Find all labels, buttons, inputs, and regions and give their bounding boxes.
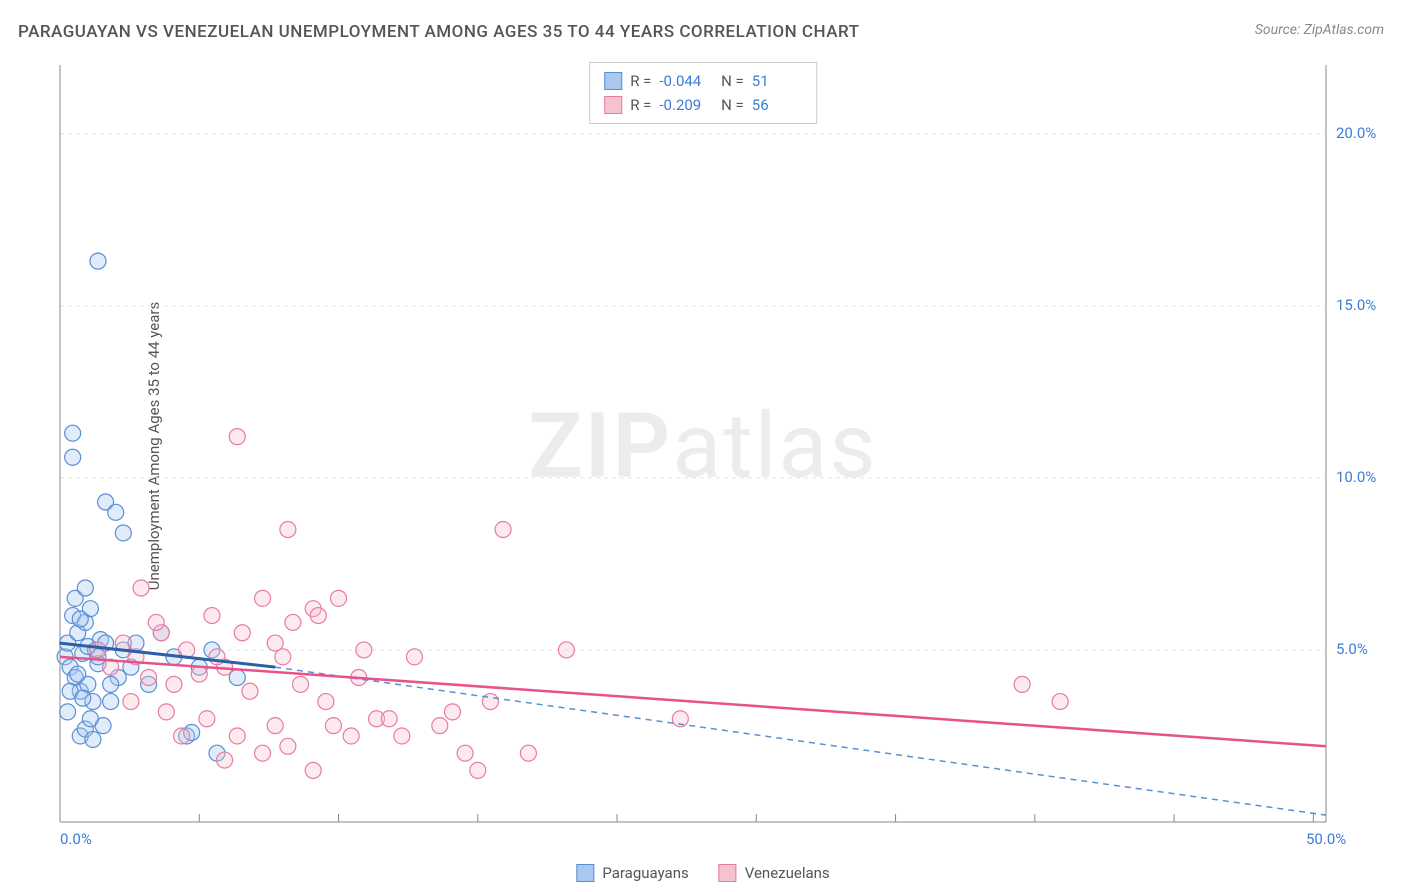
r-label: R = [630,69,651,93]
chart-title: PARAGUAYAN VS VENEZUELAN UNEMPLOYMENT AM… [18,22,859,42]
source-attribution: Source: ZipAtlas.com [1255,22,1384,38]
x-tick-label: 0.0% [60,830,92,848]
legend-swatch-venezuelans [719,864,737,882]
y-tick-label: 5.0% [1336,640,1368,658]
y-tick-label: 10.0% [1336,468,1376,486]
correlation-stats-box: R = -0.044 N = 51 R = -0.209 N = 56 [589,62,817,124]
r-value-venezuelans: -0.209 [659,93,709,117]
r-label: R = [630,93,651,117]
swatch-paraguayans [604,72,622,90]
legend-item-venezuelans: Venezuelans [719,864,830,882]
legend-label-venezuelans: Venezuelans [745,864,830,882]
x-tick-label: 50.0% [1306,830,1346,848]
y-tick-label: 15.0% [1336,296,1376,314]
r-value-paraguayans: -0.044 [659,69,709,93]
series-legend: Paraguayans Venezuelans [576,864,829,882]
stats-row-paraguayans: R = -0.044 N = 51 [604,69,802,93]
swatch-venezuelans [604,96,622,114]
n-value-paraguayans: 51 [752,69,802,93]
legend-swatch-paraguayans [576,864,594,882]
chart-container: PARAGUAYAN VS VENEZUELAN UNEMPLOYMENT AM… [0,0,1406,892]
n-value-venezuelans: 56 [752,93,802,117]
scatter-plot [50,60,1386,852]
n-label: N = [717,69,743,93]
legend-label-paraguayans: Paraguayans [602,864,688,882]
y-tick-label: 20.0% [1336,124,1376,142]
n-label: N = [717,93,743,117]
stats-row-venezuelans: R = -0.209 N = 56 [604,93,802,117]
legend-item-paraguayans: Paraguayans [576,864,688,882]
